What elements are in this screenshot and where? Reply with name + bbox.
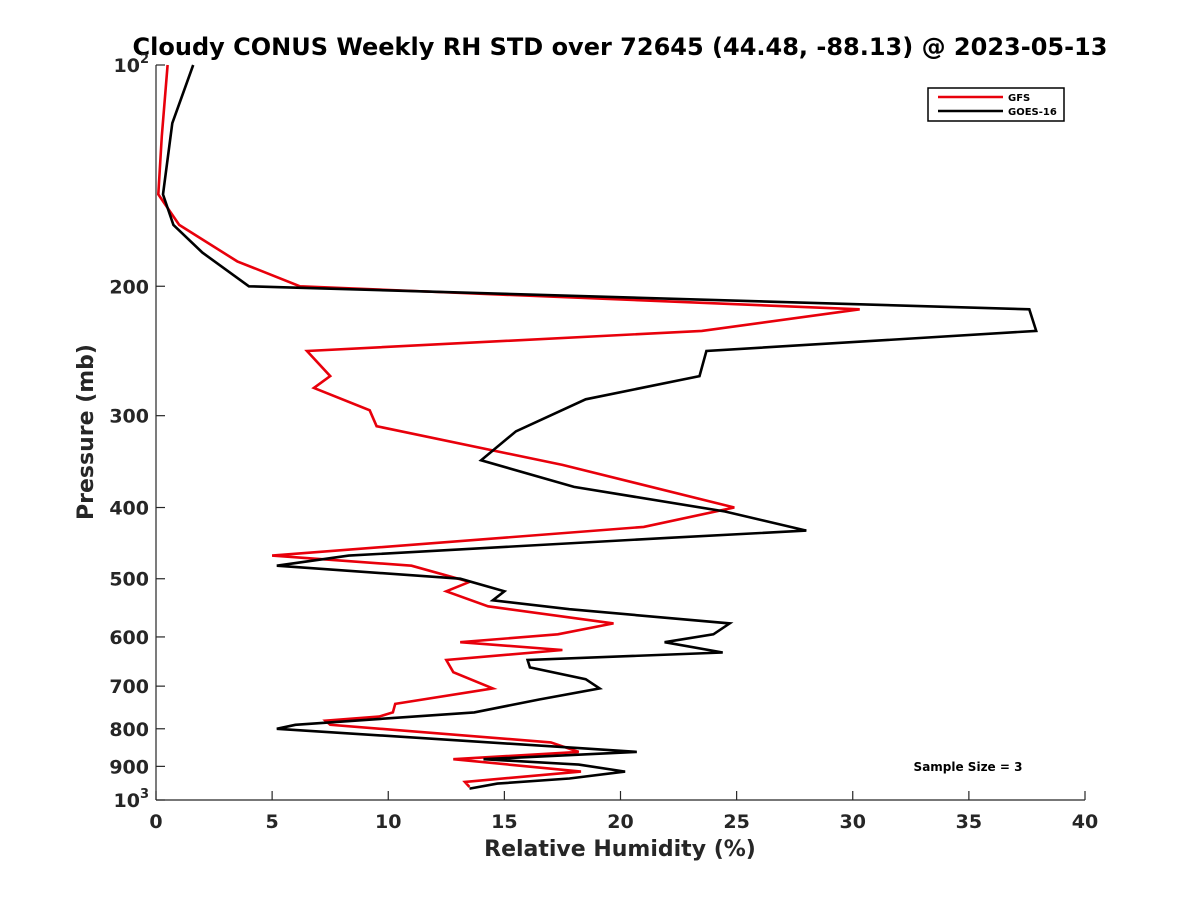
x-tick-label: 20	[607, 811, 633, 833]
y-tick-label: 300	[109, 406, 149, 428]
x-tick-label: 10	[375, 811, 401, 833]
x-tick-label: 0	[149, 811, 162, 833]
legend-label-gfs: GFS	[1008, 93, 1030, 104]
legend-box	[927, 87, 1065, 122]
y-tick-label: 900	[109, 756, 149, 778]
y-tick-label: 200	[109, 276, 149, 298]
y-ticks: 102 200 300 400 500 600 700 800 900 103	[109, 52, 165, 812]
y-tick-label: 400	[109, 498, 149, 520]
chart-title: Cloudy CONUS Weekly RH STD over 72645 (4…	[133, 33, 1108, 61]
y-tick-label: 600	[109, 627, 149, 649]
x-axis-label: Relative Humidity (%)	[484, 837, 756, 862]
legend-label-goes-16: GOES-16	[1008, 107, 1057, 118]
series-line-goes-16	[161, 64, 1038, 790]
x-ticks: 0 5 10 15 20 25 30 35 40	[149, 791, 1098, 833]
y-tick-label: 103	[114, 787, 150, 812]
y-tick-label: 500	[109, 569, 149, 591]
axes	[155, 65, 1085, 801]
y-tick-label: 800	[109, 719, 149, 741]
series-layer	[156, 64, 1038, 790]
x-tick-label: 40	[1072, 811, 1098, 833]
x-tick-label: 30	[840, 811, 866, 833]
x-tick-label: 5	[266, 811, 279, 833]
y-axis-label: Pressure (mb)	[74, 344, 99, 520]
y-tick-label: 102	[114, 52, 150, 77]
x-tick-label: 35	[956, 811, 982, 833]
series-line-gfs	[156, 64, 860, 788]
sample-size-annotation: Sample Size = 3	[914, 760, 1023, 774]
y-tick-label: 700	[109, 676, 149, 698]
x-tick-label: 15	[491, 811, 517, 833]
legend: GFS GOES-16	[927, 87, 1065, 122]
x-tick-label: 25	[723, 811, 749, 833]
